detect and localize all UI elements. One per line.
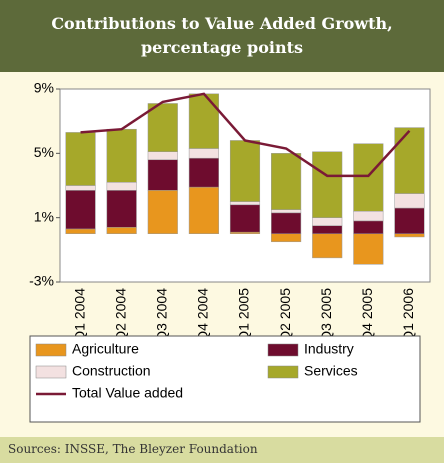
bar-segment [312, 151, 343, 218]
source: Sources: INSSE, The Bleyzer Foundation [8, 442, 258, 456]
x-tick-label: Q1 2006 [400, 288, 416, 342]
bar-segment [106, 128, 137, 183]
bar-segment [65, 190, 96, 230]
legend-swatch [267, 365, 299, 379]
x-tick-label: Q4 2004 [195, 288, 211, 342]
bar-segment [312, 233, 343, 259]
y-tick-label: -3% [29, 273, 54, 289]
bar-segment [394, 233, 425, 238]
bar-segment [353, 210, 384, 222]
legend-label: Construction [72, 363, 151, 379]
bar-segment [229, 204, 261, 233]
legend-box [29, 335, 421, 423]
bar-segment [353, 143, 384, 212]
bar-segment [106, 182, 137, 191]
bar-segment [188, 93, 219, 149]
x-tick-label: Q3 2004 [153, 288, 169, 342]
bar-segment [271, 212, 302, 234]
bar-segment [312, 217, 343, 226]
bar-segment [147, 159, 178, 191]
chart: 9% 5% 1% -3% Q1 2004 Q2 2004 Q3 2004 Q4 2004 Q1 … [29, 80, 431, 423]
bar-segment [394, 207, 425, 234]
bar-segment [106, 227, 137, 234]
legend-label: Total Value added [72, 385, 183, 401]
bar-segment [312, 225, 343, 234]
legend-swatch [35, 365, 67, 379]
legend-swatch [267, 343, 299, 357]
bar-segment [188, 148, 219, 159]
y-tick-label: 1% [34, 208, 54, 224]
bar-segment [229, 140, 261, 202]
bar-segment [188, 186, 219, 234]
x-tick-label: Q1 2005 [236, 288, 252, 342]
footer: Sources: INSSE, The Bleyzer Foundation [0, 437, 444, 463]
bar-segment [353, 220, 384, 234]
bar-segment [353, 233, 384, 265]
x-tick-label: Q1 2004 [71, 288, 87, 342]
bar-segment [271, 153, 302, 210]
legend-swatch [35, 343, 67, 357]
bar-segment [65, 185, 96, 191]
bar-segment [188, 157, 219, 188]
legend-label: Services [304, 363, 358, 379]
legend-label: Industry [304, 341, 354, 357]
bar-segment [271, 233, 302, 243]
bar-segment [147, 151, 178, 161]
x-tick-label: Q3 2005 [318, 288, 334, 342]
x-tick-label: Q2 2005 [277, 288, 293, 342]
bar-segment [147, 190, 178, 234]
y-tick-label: 9% [34, 80, 54, 96]
bar-segment [106, 190, 137, 228]
header: Contributions to Value Added Growth, per… [0, 0, 444, 72]
total-line [80, 92, 411, 178]
bar-segment [271, 209, 302, 214]
bar-segment [65, 228, 96, 235]
bar-segment [394, 193, 425, 209]
x-tick-label: Q4 2005 [359, 288, 375, 342]
bar-segment [229, 201, 261, 206]
chart-title: Contributions to Value Added Growth, per… [51, 14, 393, 57]
x-tick-label: Q2 2004 [112, 288, 128, 342]
legend-label: Agriculture [72, 341, 139, 357]
bar-segment [147, 103, 178, 152]
y-tick-label: 5% [34, 144, 54, 160]
bar-segment [394, 127, 425, 194]
bar-segment [65, 132, 96, 186]
